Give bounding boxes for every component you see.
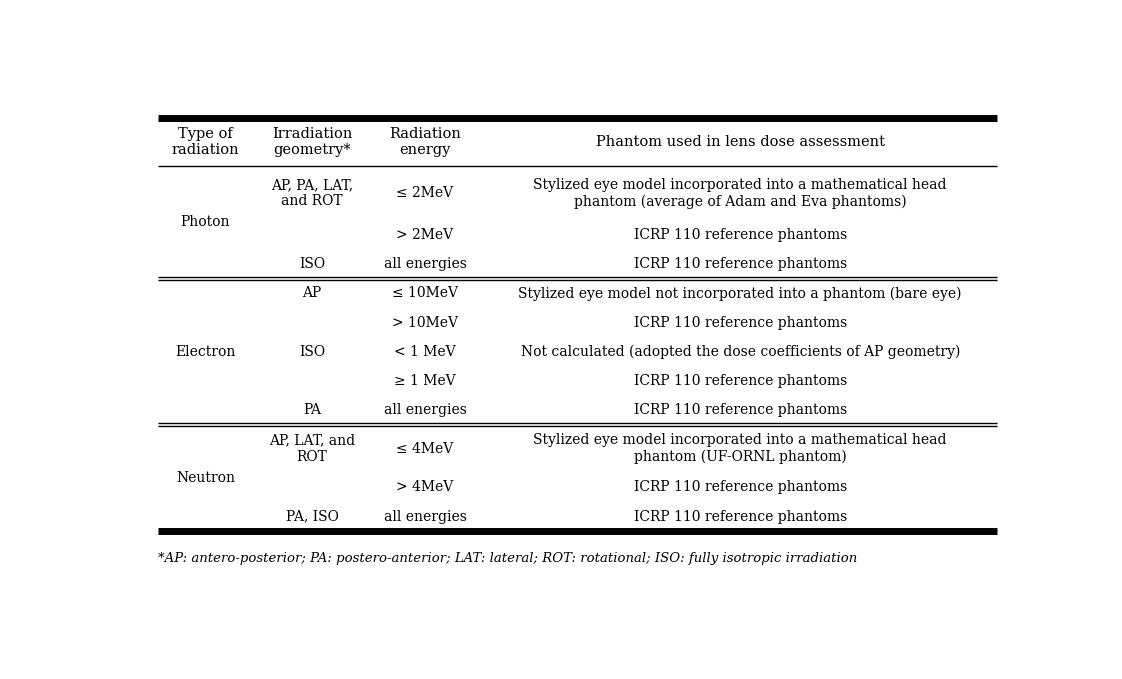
Text: ≤ 10MeV: ≤ 10MeV xyxy=(392,287,458,300)
Text: ICRP 110 reference phantoms: ICRP 110 reference phantoms xyxy=(634,257,847,271)
Text: all energies: all energies xyxy=(384,509,467,524)
Text: Stylized eye model not incorporated into a phantom (bare eye): Stylized eye model not incorporated into… xyxy=(518,286,962,301)
Text: > 2MeV: > 2MeV xyxy=(396,228,453,242)
Text: PA, ISO: PA, ISO xyxy=(285,509,339,524)
Text: ICRP 110 reference phantoms: ICRP 110 reference phantoms xyxy=(634,316,847,329)
Text: AP, LAT, and
ROT: AP, LAT, and ROT xyxy=(269,434,355,464)
Text: all energies: all energies xyxy=(384,257,467,271)
Text: ISO: ISO xyxy=(298,257,325,271)
Text: all energies: all energies xyxy=(384,403,467,417)
Text: ≥ 1 MeV: ≥ 1 MeV xyxy=(394,374,456,388)
Text: PA: PA xyxy=(303,403,321,417)
Text: > 10MeV: > 10MeV xyxy=(392,316,458,329)
Text: ICRP 110 reference phantoms: ICRP 110 reference phantoms xyxy=(634,374,847,388)
Text: ICRP 110 reference phantoms: ICRP 110 reference phantoms xyxy=(634,403,847,417)
Text: ≤ 2MeV: ≤ 2MeV xyxy=(396,186,453,200)
Text: AP, PA, LAT,
and ROT: AP, PA, LAT, and ROT xyxy=(270,178,353,208)
Text: Photon: Photon xyxy=(181,215,230,230)
Text: Type of
radiation: Type of radiation xyxy=(172,127,239,157)
Text: Neutron: Neutron xyxy=(176,471,234,485)
Text: ICRP 110 reference phantoms: ICRP 110 reference phantoms xyxy=(634,228,847,242)
Text: ≤ 4MeV: ≤ 4MeV xyxy=(396,442,453,456)
Text: Phantom used in lens dose assessment: Phantom used in lens dose assessment xyxy=(596,135,885,149)
Text: > 4MeV: > 4MeV xyxy=(396,480,453,494)
Text: ISO: ISO xyxy=(298,345,325,359)
Text: *AP: antero-posterior; PA: postero-anterior; LAT: lateral; ROT: rotational; ISO:: *AP: antero-posterior; PA: postero-anter… xyxy=(157,552,857,565)
Text: Radiation
energy: Radiation energy xyxy=(389,127,461,157)
Text: < 1 MeV: < 1 MeV xyxy=(394,345,456,359)
Text: Stylized eye model incorporated into a mathematical head
phantom (UF-ORNL phanto: Stylized eye model incorporated into a m… xyxy=(533,433,947,464)
Text: AP: AP xyxy=(302,287,322,300)
Text: ICRP 110 reference phantoms: ICRP 110 reference phantoms xyxy=(634,480,847,494)
Text: Irradiation
geometry*: Irradiation geometry* xyxy=(272,127,352,157)
Text: ICRP 110 reference phantoms: ICRP 110 reference phantoms xyxy=(634,509,847,524)
Text: Electron: Electron xyxy=(175,345,236,359)
Text: Stylized eye model incorporated into a mathematical head
phantom (average of Ada: Stylized eye model incorporated into a m… xyxy=(533,178,947,208)
Text: Not calculated (adopted the dose coefficients of AP geometry): Not calculated (adopted the dose coeffic… xyxy=(521,344,960,359)
